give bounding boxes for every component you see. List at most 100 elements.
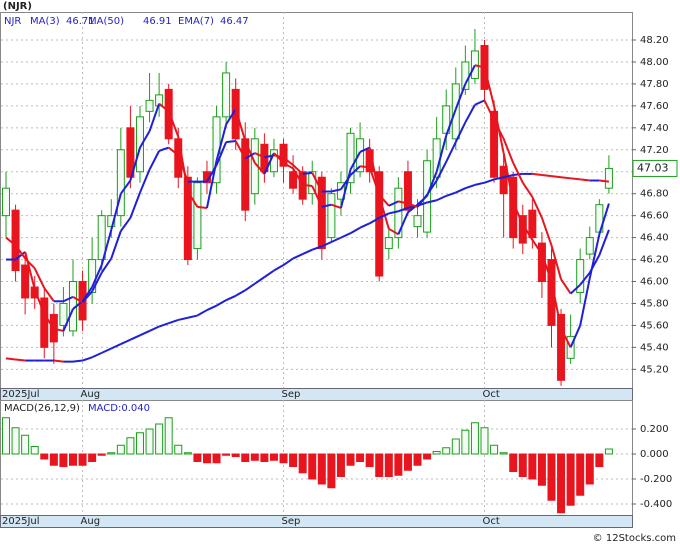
line-segment (397, 211, 409, 235)
macd-bar (59, 453, 68, 467)
line-segment (53, 359, 64, 363)
line-segment (598, 203, 610, 235)
candle-body (183, 176, 192, 261)
macd-bar (442, 447, 451, 455)
line-segment (454, 83, 467, 110)
macd-bar (260, 453, 269, 462)
macd-bar (174, 444, 183, 455)
line-segment (483, 67, 496, 107)
line-segment (540, 253, 553, 282)
line-segment (91, 264, 103, 288)
line-segment (254, 162, 266, 175)
x-tick-label: 2025Jul (2, 516, 40, 527)
macd-bar (164, 417, 173, 455)
line-segment (426, 179, 438, 196)
line-segment (292, 167, 304, 186)
macd-bar (222, 453, 231, 456)
y-tick-label: 45.60 (640, 320, 669, 331)
line-segment (454, 121, 467, 143)
y-tick-label: 46.40 (640, 233, 669, 244)
legend-label: MA(50) (88, 16, 124, 27)
line-segment (139, 130, 151, 149)
x-tick-label: Aug (81, 389, 101, 400)
macd-bar (145, 428, 154, 455)
candle-body (327, 193, 336, 239)
line-segment (72, 296, 84, 304)
line-segment (129, 147, 141, 181)
line-segment (292, 164, 304, 175)
macd-bar (557, 453, 566, 514)
legend-value: 46.47 (220, 16, 249, 27)
line-segment (569, 284, 581, 295)
line-segment (398, 207, 409, 213)
line-segment (148, 150, 161, 170)
macd-bar (585, 453, 594, 485)
line-segment (435, 135, 448, 172)
candle-body (11, 209, 20, 272)
line-segment (388, 227, 399, 236)
line-segment (502, 138, 515, 164)
line-segment (426, 199, 437, 204)
candle-body (509, 176, 518, 239)
line-segment (311, 185, 323, 208)
line-segment (53, 327, 64, 332)
line-segment (148, 103, 161, 132)
price-tag: 47.03 (637, 161, 669, 174)
macd-bar (394, 453, 403, 476)
line-segment (264, 154, 275, 159)
line-segment (120, 338, 131, 345)
candle-body (557, 313, 566, 381)
candle-body (384, 237, 393, 250)
macd-bar (193, 453, 202, 462)
macd-bar (250, 453, 259, 461)
line-segment (254, 276, 265, 285)
line-segment (206, 164, 218, 183)
macd-bar (470, 422, 479, 455)
line-segment (187, 314, 198, 319)
line-segment (464, 104, 476, 123)
line-segment (570, 177, 581, 181)
line-segment (244, 152, 256, 160)
macd-bar (576, 453, 585, 496)
candle-body (279, 143, 288, 167)
macd-bar (595, 453, 604, 467)
line-segment (550, 245, 563, 280)
line-segment (254, 152, 265, 159)
macd-bar (317, 453, 326, 485)
x-tick-label: Oct (483, 516, 500, 527)
macd-bar (298, 453, 307, 474)
line-segment (531, 239, 543, 255)
line-segment (350, 226, 361, 235)
macd-bar (49, 453, 58, 466)
line-segment (560, 278, 572, 295)
line-segment (378, 194, 390, 207)
line-segment (579, 272, 591, 286)
candle-body (308, 171, 317, 195)
line-segment (225, 294, 237, 302)
line-segment (579, 278, 591, 326)
line-segment (177, 136, 189, 192)
line-segment (359, 146, 371, 153)
line-segment (550, 281, 563, 329)
line-segment (129, 334, 141, 341)
line-segment (532, 172, 543, 177)
candle-body (97, 215, 106, 261)
line-segment (235, 289, 246, 297)
line-segment (139, 330, 150, 337)
candle-body (289, 171, 298, 189)
line-segment (359, 165, 370, 169)
line-segment (378, 195, 390, 230)
line-segment (512, 162, 524, 184)
line-segment (216, 299, 227, 307)
line-segment (512, 202, 524, 225)
line-segment (263, 269, 275, 278)
macd-bar (518, 453, 527, 477)
line-segment (521, 223, 534, 241)
line-segment (168, 318, 179, 325)
line-segment (321, 241, 332, 248)
line-segment (110, 343, 122, 350)
line-segment (359, 222, 371, 229)
line-segment (225, 139, 236, 144)
macd-bar (289, 453, 298, 467)
macd-bar (116, 444, 125, 455)
